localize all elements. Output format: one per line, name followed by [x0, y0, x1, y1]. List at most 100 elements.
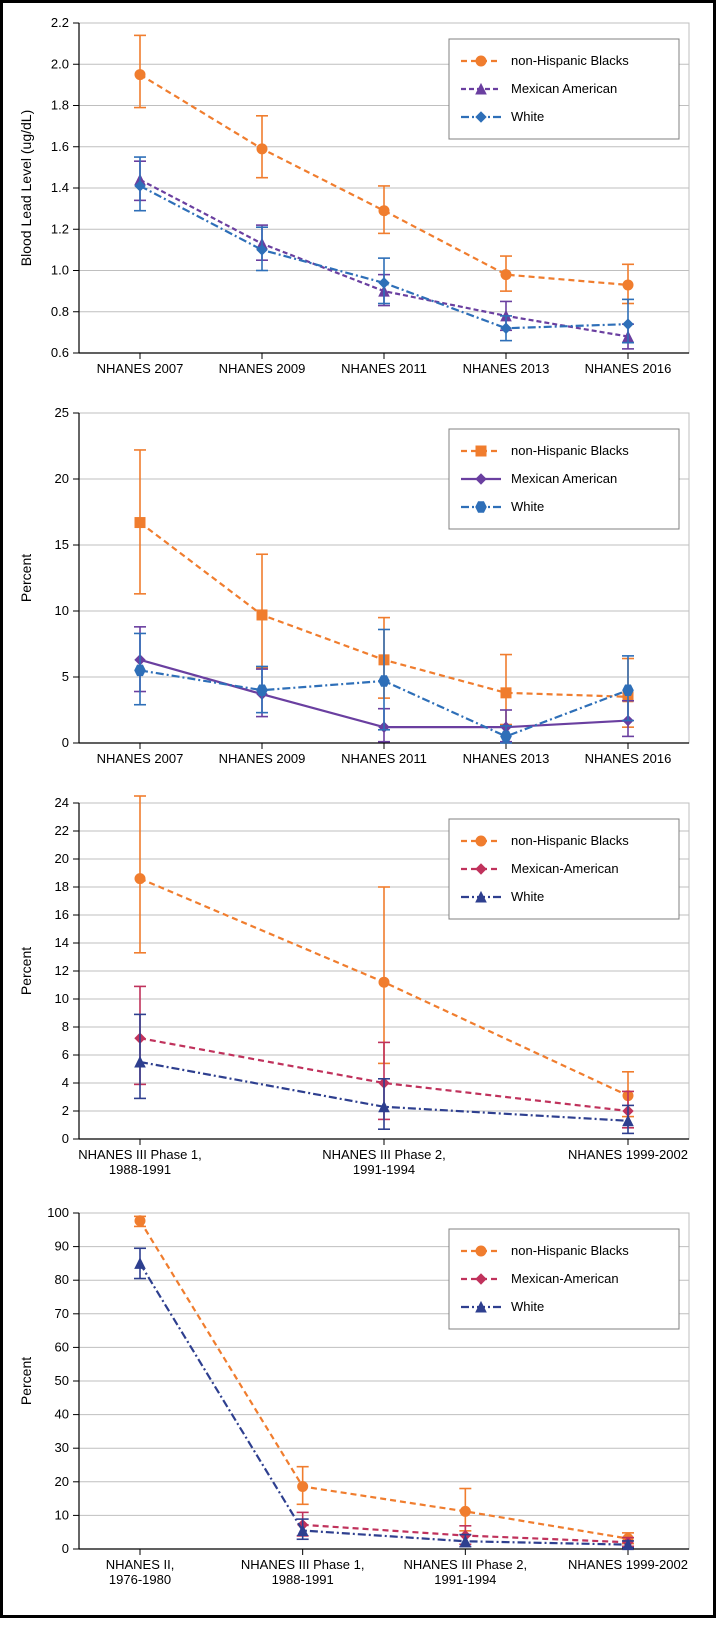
panel-p4: 0102030405060708090100NHANES II,1976-198…: [9, 1199, 707, 1609]
chart-p1: 0.6 0.8 1.0 1.2 1.4 1.6 1.8 2.0 2.2 NHANES 2007 NH…: [9, 9, 709, 399]
ytick-label: 24: [55, 795, 69, 810]
xtick-label: NHANES 1999-2002: [568, 1147, 688, 1162]
ytick-label: 12: [55, 963, 69, 978]
legend-label: non-Hispanic Blacks: [511, 833, 629, 848]
xtick-label: NHANES 2007: [97, 751, 184, 766]
series-point-nhb: [135, 518, 145, 528]
ytick-label: 80: [55, 1272, 69, 1287]
ytick-label: 30: [55, 1440, 69, 1455]
xtick-label: NHANES 2009: [219, 361, 306, 376]
ytick-label: 10: [55, 991, 69, 1006]
panel-p1: 0.6 0.8 1.0 1.2 1.4 1.6 1.8 2.0 2.2 NHANES 2007 NH…: [9, 9, 707, 399]
ytick-label: 1.8: [51, 98, 69, 113]
ytick-label: 18: [55, 879, 69, 894]
legend-label: Mexican-American: [511, 861, 619, 876]
xtick-label: NHANES III Phase 1,: [78, 1147, 202, 1162]
series-point-nhb: [501, 270, 511, 280]
ytick-label: 8: [62, 1019, 69, 1034]
panel-p2: 0510152025NHANES 2007NHANES 2009NHANES 2…: [9, 399, 707, 789]
legend-label: Mexican American: [511, 471, 617, 486]
series-point-wh: [135, 1258, 145, 1268]
legend-label: non-Hispanic Blacks: [511, 53, 629, 68]
xtick-label: NHANES III Phase 1,: [241, 1557, 365, 1572]
xtick-label: NHANES II,: [106, 1557, 175, 1572]
series-point-nhb: [379, 206, 389, 216]
series-point-wh: [379, 676, 390, 687]
xtick-label: NHANES 2007: [97, 361, 184, 376]
panels-wrapper: 0.6 0.8 1.0 1.2 1.4 1.6 1.8 2.0 2.2 NHANES 2007 NH…: [9, 9, 707, 1609]
series-point-nhb: [257, 610, 267, 620]
xtick-label: 1991-1994: [353, 1162, 415, 1177]
ytick-label: 40: [55, 1407, 69, 1422]
chart-p2: 0510152025NHANES 2007NHANES 2009NHANES 2…: [9, 399, 709, 789]
ytick-label: 22: [55, 823, 69, 838]
ytick-label: 20: [55, 851, 69, 866]
legend-label: White: [511, 109, 544, 124]
y-axis-label: Percent: [18, 554, 34, 602]
series-point-nhb: [460, 1506, 470, 1516]
ytick-label: 0: [62, 735, 69, 750]
legend-marker: [476, 836, 486, 846]
legend-marker: [476, 502, 487, 513]
ytick-label: 2.2: [51, 15, 69, 30]
ytick-label: 5: [62, 669, 69, 684]
series-point-wh: [623, 319, 633, 329]
xtick-label: NHANES 2009: [219, 751, 306, 766]
ytick-label: 10: [55, 1507, 69, 1522]
series-point-nhb: [623, 280, 633, 290]
ytick-label: 0: [62, 1131, 69, 1146]
chart-p3: 024681012141618202224NHANES III Phase 1,…: [9, 789, 709, 1199]
y-axis-label: Percent: [18, 947, 34, 995]
legend-label: non-Hispanic Blacks: [511, 1243, 629, 1258]
xtick-label: 1976-1980: [109, 1572, 171, 1587]
ytick-label: 1.6: [51, 139, 69, 154]
legend-label: Mexican American: [511, 81, 617, 96]
legend-label: White: [511, 1299, 544, 1314]
xtick-label: NHANES 2016: [585, 361, 672, 376]
ytick-label: 2.0: [51, 56, 69, 71]
xtick-label: 1988-1991: [109, 1162, 171, 1177]
ytick-label: 25: [55, 405, 69, 420]
y-axis-label: Blood Lead Level (ug/dL): [18, 110, 34, 266]
series-point-wh: [501, 323, 511, 333]
xtick-label: NHANES III Phase 2,: [322, 1147, 446, 1162]
legend-label: non-Hispanic Blacks: [511, 443, 629, 458]
panel-p3: 024681012141618202224NHANES III Phase 1,…: [9, 789, 707, 1199]
ytick-label: 50: [55, 1373, 69, 1388]
chart-p4: 0102030405060708090100NHANES II,1976-198…: [9, 1199, 709, 1609]
figure-container: 0.6 0.8 1.0 1.2 1.4 1.6 1.8 2.0 2.2 NHANES 2007 NH…: [0, 0, 716, 1618]
series-point-wh: [257, 685, 268, 696]
ytick-label: 1.2: [51, 221, 69, 236]
ytick-label: 4: [62, 1075, 69, 1090]
xtick-label: NHANES 2011: [341, 361, 427, 376]
ytick-label: 2: [62, 1103, 69, 1118]
xtick-label: NHANES 1999-2002: [568, 1557, 688, 1572]
series-point-wh: [460, 1536, 470, 1546]
ytick-label: 70: [55, 1306, 69, 1321]
series-point-wh: [501, 731, 512, 742]
series-point-wh: [623, 685, 634, 696]
legend-marker: [476, 446, 486, 456]
xtick-label: NHANES 2011: [341, 751, 427, 766]
series-point-nhb: [298, 1482, 308, 1492]
series-point-nhb: [135, 874, 145, 884]
series-point-wh: [379, 278, 389, 288]
series-point-wh: [135, 665, 146, 676]
xtick-label: 1988-1991: [272, 1572, 334, 1587]
ytick-label: 60: [55, 1339, 69, 1354]
series-point-nhb: [135, 70, 145, 80]
xtick-label: NHANES 2013: [463, 751, 550, 766]
ytick-label: 0.8: [51, 304, 69, 319]
ytick-label: 14: [55, 935, 69, 950]
xtick-label: NHANES 2013: [463, 361, 550, 376]
ytick-label: 10: [55, 603, 69, 618]
ytick-label: 0.6: [51, 345, 69, 360]
ytick-label: 1.0: [51, 263, 69, 278]
xtick-label: NHANES 2016: [585, 751, 672, 766]
legend-label: White: [511, 889, 544, 904]
ytick-label: 16: [55, 907, 69, 922]
ytick-label: 15: [55, 537, 69, 552]
ytick-label: 1.4: [51, 180, 69, 195]
xtick-label: NHANES III Phase 2,: [404, 1557, 528, 1572]
y-axis-label: Percent: [18, 1357, 34, 1405]
